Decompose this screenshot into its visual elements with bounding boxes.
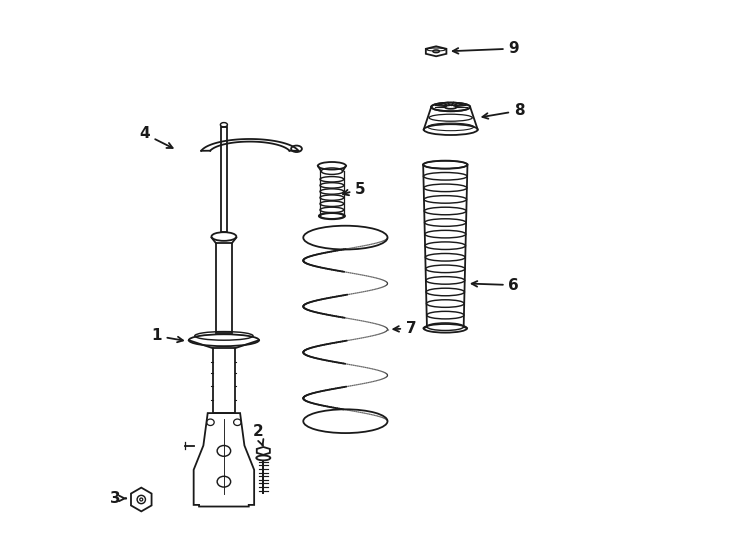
Text: 3: 3 bbox=[109, 491, 126, 506]
Text: 9: 9 bbox=[453, 41, 519, 56]
Text: 5: 5 bbox=[343, 181, 366, 197]
Text: 8: 8 bbox=[482, 103, 525, 119]
Text: 2: 2 bbox=[252, 424, 264, 445]
Bar bbox=[216, 243, 232, 333]
Text: 7: 7 bbox=[393, 321, 416, 336]
Text: 6: 6 bbox=[472, 278, 519, 293]
Text: 1: 1 bbox=[151, 328, 183, 343]
Text: 4: 4 bbox=[139, 126, 172, 148]
Bar bbox=[213, 348, 235, 413]
Bar bbox=[221, 127, 227, 232]
